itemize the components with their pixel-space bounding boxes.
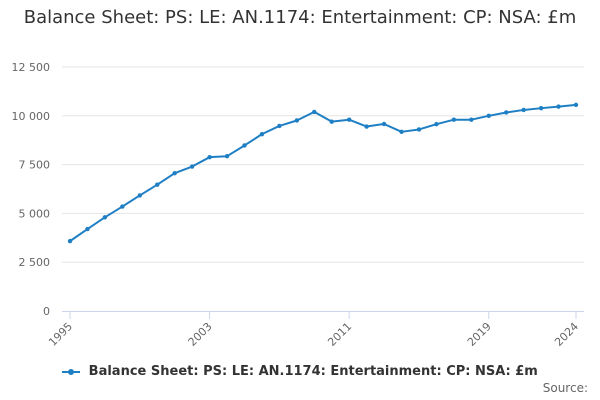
x-tick-label: 2019	[465, 320, 494, 349]
series-layer	[67, 102, 579, 244]
data-point[interactable]	[259, 131, 265, 137]
data-point[interactable]	[469, 117, 474, 122]
data-point[interactable]	[486, 113, 491, 119]
x-tick-label: 2003	[186, 320, 215, 349]
data-point[interactable]	[504, 110, 509, 115]
data-point[interactable]	[416, 127, 422, 132]
data-point[interactable]	[102, 215, 108, 220]
data-point[interactable]	[521, 107, 526, 113]
data-point[interactable]	[155, 182, 160, 187]
legend-label: Balance Sheet: PS: LE: AN.1174: Entertai…	[88, 364, 538, 379]
data-point[interactable]	[538, 105, 544, 111]
data-point[interactable]	[451, 117, 457, 122]
data-point[interactable]	[434, 121, 439, 127]
x-tick-label: 1995	[46, 320, 75, 349]
y-tick-label: 5 000	[19, 207, 51, 220]
data-point[interactable]	[399, 129, 404, 135]
legend[interactable]: Balance Sheet: PS: LE: AN.1174: Entertai…	[0, 364, 600, 379]
data-point[interactable]	[381, 121, 387, 127]
data-point[interactable]	[242, 143, 247, 148]
data-point[interactable]	[364, 124, 369, 129]
data-point[interactable]	[85, 226, 90, 232]
data-point[interactable]	[573, 102, 579, 108]
data-point[interactable]	[67, 238, 73, 244]
data-point[interactable]	[172, 170, 177, 176]
x-axis-tick-labels: 1995 2003 2011 2019 2024	[46, 320, 581, 349]
data-point[interactable]	[120, 204, 125, 209]
y-tick-label: 7 500	[19, 159, 51, 172]
y-tick-label: 10 000	[12, 110, 51, 123]
y-axis-tick-labels: 0 2 500 5 000 7 500 10 000 12 500	[12, 61, 51, 318]
data-point[interactable]	[556, 104, 561, 109]
x-tick-label: 2011	[325, 320, 354, 349]
y-tick-label: 2 500	[19, 256, 51, 269]
data-point[interactable]	[346, 117, 352, 122]
source-label: Source:	[542, 381, 588, 395]
y-tick-label: 0	[43, 305, 50, 318]
y-tick-label: 12 500	[12, 61, 51, 74]
data-point[interactable]	[329, 119, 334, 124]
data-point[interactable]	[137, 193, 142, 198]
x-tick-label: 2024	[552, 320, 581, 349]
data-point[interactable]	[277, 123, 282, 129]
series-line	[69, 103, 577, 242]
data-point[interactable]	[189, 164, 195, 169]
data-point[interactable]	[312, 109, 317, 115]
data-point[interactable]	[224, 154, 230, 159]
x-axis	[62, 311, 584, 319]
legend-swatch-icon	[62, 367, 81, 377]
grid-lines	[62, 66, 584, 263]
data-point[interactable]	[294, 118, 300, 123]
chart-title: Balance Sheet: PS: LE: AN.1174: Entertai…	[23, 7, 577, 28]
data-point[interactable]	[207, 154, 212, 160]
